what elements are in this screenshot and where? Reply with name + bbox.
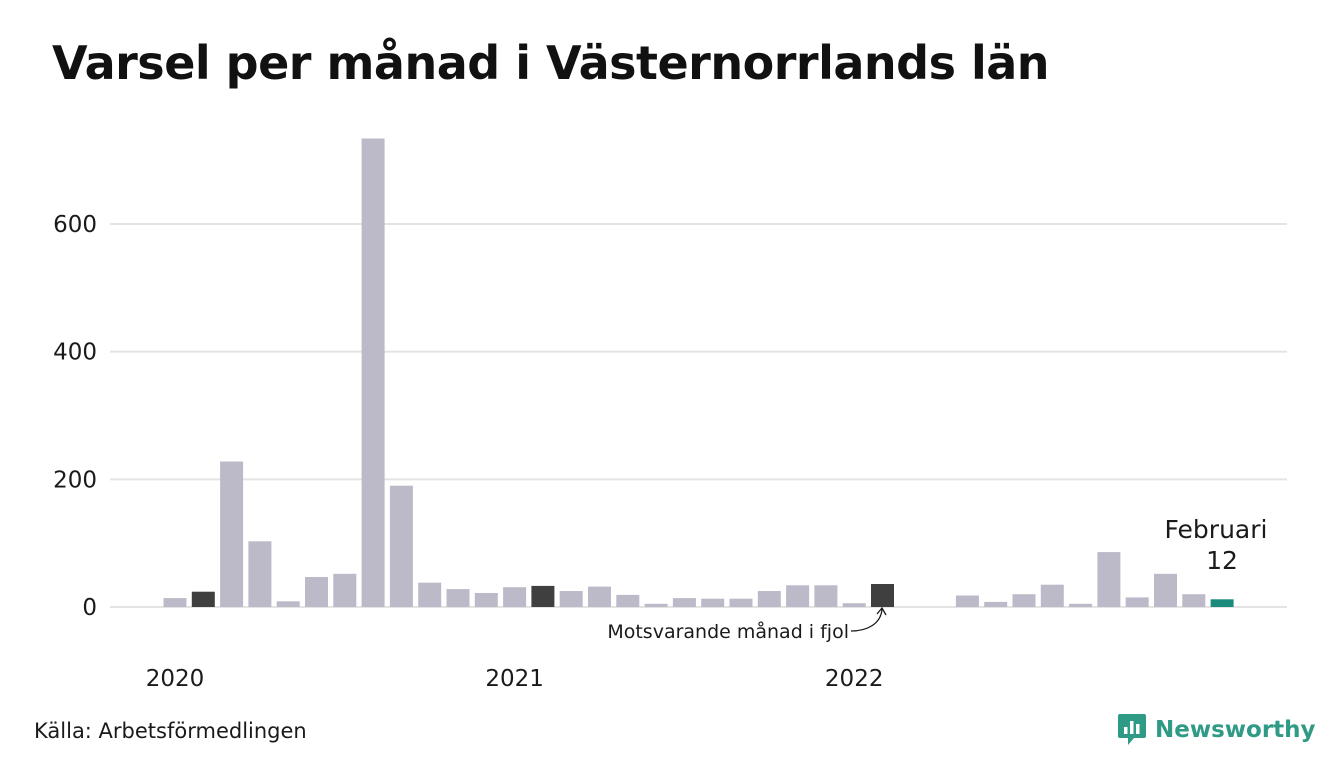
bar — [955, 595, 979, 607]
source-credit: Källa: Arbetsförmedlingen — [34, 719, 307, 743]
annotations: Motsvarande månad i fjol Februari 12 — [607, 515, 1267, 643]
x-axis-tick-labels: 2020 2021 2022 — [146, 666, 884, 692]
bar — [333, 573, 357, 607]
bar — [361, 138, 385, 607]
x-tick-label: 2021 — [485, 666, 544, 692]
x-tick-label: 2020 — [146, 666, 205, 692]
bar — [984, 601, 1008, 607]
bar — [220, 461, 244, 607]
bar — [701, 598, 725, 607]
bar — [418, 582, 442, 607]
bar — [814, 585, 838, 607]
y-tick-label: 0 — [82, 595, 97, 621]
bar — [305, 577, 328, 607]
bar — [1012, 594, 1036, 607]
bar — [1069, 603, 1093, 607]
bar-previous-year — [191, 591, 215, 607]
bar — [474, 593, 498, 607]
y-axis-tick-labels: 0 200 400 600 — [53, 212, 97, 621]
bar — [644, 603, 668, 607]
bar — [503, 587, 527, 607]
bar-current-month — [1210, 599, 1234, 607]
bar — [276, 601, 300, 607]
bars — [163, 138, 1234, 607]
annotation-arrowhead — [876, 606, 887, 616]
bar — [1097, 552, 1121, 607]
brand-logo: Newsworthy — [1117, 712, 1316, 748]
annotation-arrow — [850, 608, 883, 632]
y-tick-label: 200 — [53, 467, 97, 493]
bar — [757, 591, 781, 607]
bar — [163, 598, 187, 607]
bar — [616, 594, 640, 607]
bar — [588, 586, 611, 607]
bar — [1040, 584, 1064, 607]
bar — [389, 485, 413, 607]
chart-title: Varsel per månad i Västernorrlands län — [52, 36, 1050, 90]
brand-name: Newsworthy — [1155, 717, 1316, 743]
bar — [786, 585, 810, 607]
bar — [672, 598, 696, 607]
bar — [446, 589, 470, 607]
gridlines — [110, 223, 1287, 608]
y-tick-label: 400 — [53, 340, 97, 366]
current-month-label: Februari — [1165, 515, 1268, 544]
bar — [1182, 594, 1206, 607]
bar — [842, 603, 866, 607]
y-tick-label: 600 — [53, 212, 97, 238]
bar-previous-year — [871, 584, 894, 607]
bar — [559, 591, 583, 607]
bar — [1125, 597, 1149, 607]
bar — [1154, 573, 1177, 607]
x-tick-label: 2022 — [825, 666, 884, 692]
previous-year-annotation: Motsvarande månad i fjol — [607, 620, 849, 643]
bar — [729, 598, 753, 607]
newsworthy-logo-icon — [1118, 714, 1146, 745]
bar — [248, 541, 272, 607]
current-value-label: 12 — [1206, 546, 1238, 575]
bar-previous-year — [531, 585, 555, 607]
